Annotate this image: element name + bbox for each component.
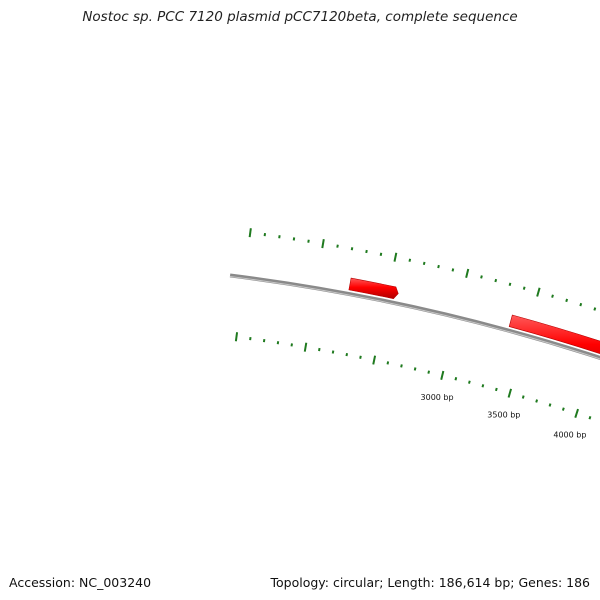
minor-tick — [480, 275, 483, 279]
major-tick — [393, 252, 398, 262]
minor-tick — [495, 387, 498, 392]
minor-tick — [494, 278, 498, 283]
major-tick — [234, 332, 239, 342]
summary-label: Topology: circular; Length: 186,614 bp; … — [270, 575, 591, 590]
minor-tick — [437, 264, 440, 269]
position-label: 4000 bp — [553, 430, 586, 439]
major-tick — [465, 268, 470, 279]
major-tick — [248, 228, 252, 238]
minor-tick — [535, 399, 539, 403]
minor-tick — [345, 352, 349, 357]
minor-tick — [331, 350, 335, 354]
minor-tick — [588, 415, 592, 420]
minor-tick — [365, 249, 368, 254]
minor-tick — [548, 403, 552, 407]
minor-tick — [551, 294, 554, 298]
inner-tick-track — [234, 332, 592, 420]
gene-feature[interactable] — [348, 277, 399, 300]
minor-tick — [521, 395, 525, 399]
minor-tick — [413, 367, 417, 371]
major-tick — [574, 408, 579, 418]
minor-tick — [427, 370, 431, 374]
minor-tick — [468, 380, 471, 384]
minor-tick — [579, 302, 583, 307]
minor-tick — [522, 286, 526, 290]
minor-tick — [565, 298, 569, 303]
major-tick — [321, 239, 325, 249]
minor-tick — [508, 282, 512, 287]
minor-tick — [481, 384, 485, 388]
map-title: Nostoc sp. PCC 7120 plasmid pCC7120beta,… — [82, 9, 518, 25]
major-tick — [507, 388, 513, 398]
gene-features — [348, 277, 600, 381]
minor-tick — [422, 261, 426, 266]
minor-tick — [561, 407, 565, 411]
major-tick — [372, 355, 377, 365]
minor-tick — [386, 361, 390, 365]
position-label: 3500 bp — [487, 410, 520, 419]
minor-tick — [400, 364, 403, 368]
major-tick — [303, 342, 308, 352]
major-tick — [440, 370, 445, 381]
minor-tick — [336, 244, 339, 248]
gene-feature[interactable] — [508, 314, 600, 381]
plasmid-backbone-highlight — [229, 275, 600, 360]
accession-label: Accession: NC_003240 — [9, 575, 152, 590]
major-tick — [536, 287, 541, 297]
position-label: 3000 bp — [421, 393, 454, 402]
plasmid-backbone — [229, 273, 600, 361]
minor-tick — [408, 258, 412, 262]
outer-tick-track — [248, 228, 597, 311]
minor-tick — [350, 247, 354, 251]
minor-tick — [379, 252, 383, 256]
minor-tick — [318, 347, 321, 352]
minor-tick — [454, 377, 458, 381]
minor-tick — [593, 307, 597, 311]
minor-tick — [359, 355, 362, 359]
minor-tick — [451, 268, 455, 272]
